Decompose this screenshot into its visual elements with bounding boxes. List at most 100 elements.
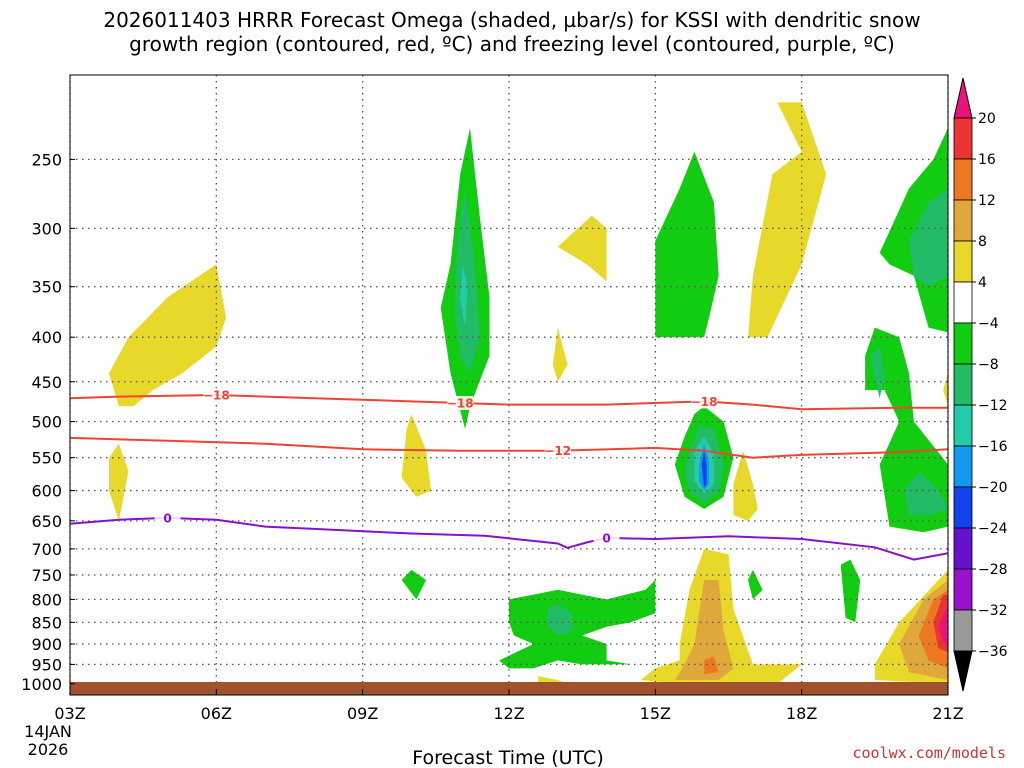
omega-region-7	[943, 373, 948, 407]
omega-region-25	[840, 559, 861, 623]
omega-region-3	[557, 215, 607, 282]
y-tick-label: 850	[31, 613, 62, 632]
omega-region-13	[704, 656, 719, 675]
x-date-year: 2026	[28, 740, 69, 759]
colorbar-swatch	[953, 158, 973, 201]
colorbar-label: −36	[978, 644, 1008, 660]
y-tick-label: 500	[31, 413, 62, 432]
contour-label: −12	[544, 444, 571, 458]
omega-region-16	[938, 604, 948, 644]
omega-region-0	[109, 264, 227, 407]
y-tick-label: 900	[31, 635, 62, 654]
chart-title-line-2: growth region (contoured, red, ºC) and f…	[129, 32, 895, 56]
y-tick-label: 600	[31, 482, 62, 501]
colorbar-swatch	[953, 240, 973, 283]
omega-region-28	[909, 188, 948, 287]
omega-region-30	[870, 346, 885, 399]
colorbar-swatch	[953, 199, 973, 242]
y-tick-label: 650	[31, 512, 62, 531]
contour-line-1	[70, 436, 948, 459]
omega-region-32	[460, 264, 468, 328]
y-tick-label: 350	[31, 278, 62, 297]
omega-region-11	[674, 580, 734, 680]
y-tick-label: 700	[31, 540, 62, 559]
colorbar-swatch	[953, 568, 973, 611]
x-tick-label: 09Z	[347, 704, 378, 723]
omega-region-18	[655, 151, 719, 338]
omega-region-5	[748, 102, 827, 338]
colorbar-label: −8	[978, 357, 999, 373]
contour-label-bg	[691, 394, 718, 409]
chart-title-line-1: 2026011403 HRRR Forecast Omega (shaded, …	[103, 8, 921, 32]
colorbar-swatch	[953, 527, 973, 570]
omega-region-31	[548, 604, 573, 636]
x-date-day: 14JAN	[24, 722, 72, 741]
contour-label-bg	[447, 396, 474, 411]
x-tick-label: 18Z	[786, 704, 817, 723]
x-axis-ticks: 03Z 06Z 09Z 12Z 15Z 18Z 21Z	[54, 689, 964, 723]
y-tick-label: 450	[31, 373, 62, 392]
contour-line-0	[70, 393, 948, 411]
y-tick-label: 400	[31, 328, 62, 347]
colorbar-label: −20	[978, 480, 1008, 496]
y-tick-label: 300	[31, 219, 62, 238]
colorbar-swatch	[953, 322, 973, 365]
y-tick-label: 250	[31, 150, 62, 169]
contour-label: −18	[203, 388, 230, 402]
x-tick-label: 12Z	[493, 704, 524, 723]
contour-label: −18	[691, 395, 718, 409]
contour-label-bg	[154, 510, 181, 525]
colorbar-label: 16	[978, 152, 996, 168]
temperature-contours: −18 −18 −18 −12 0 0	[70, 387, 948, 561]
omega-shading	[109, 102, 948, 682]
colorbar-swatch	[953, 445, 973, 488]
colorbar-label: −24	[978, 521, 1008, 537]
colorbar-label: −32	[978, 603, 1008, 619]
omega-region-4	[552, 327, 568, 382]
colorbar-label: −4	[978, 316, 999, 332]
x-tick-label: 15Z	[640, 704, 671, 723]
contour-line-2	[70, 516, 948, 561]
y-tick-label: 550	[31, 449, 62, 468]
y-axis-ticks: 250 300 350 400 450 500 550 600 650 700 750 800 850 9…	[21, 150, 75, 694]
colorbar-swatch	[953, 609, 973, 652]
x-tick-label: 03Z	[54, 704, 85, 723]
x-axis-label: Forecast Time (UTC)	[412, 747, 603, 768]
colorbar: 20 16 12 8 4 −4 −8 −12 −16 −20 −24 −28 −32 −36	[953, 77, 1008, 692]
omega-region-1	[109, 443, 129, 521]
colorbar-swatch	[953, 117, 973, 160]
grid-lines	[69, 75, 949, 695]
omega-region-26	[455, 188, 480, 374]
contour-label-bg	[203, 387, 230, 402]
omega-region-10	[538, 676, 563, 682]
omega-region-29	[904, 471, 948, 515]
colorbar-swatch	[953, 281, 973, 324]
colorbar-bottom-arrow	[953, 650, 973, 692]
colorbar-label: −12	[978, 398, 1008, 414]
colorbar-label: −16	[978, 439, 1008, 455]
ground-surface	[70, 682, 948, 695]
colorbar-label: 12	[978, 193, 996, 209]
x-tick-label: 06Z	[201, 704, 232, 723]
y-tick-label: 950	[31, 655, 62, 674]
colorbar-label: 4	[978, 275, 987, 291]
colorbar-label: 20	[978, 111, 996, 127]
x-tick-label: 21Z	[932, 704, 963, 723]
contour-label-bg	[544, 443, 571, 458]
colorbar-label: 8	[978, 234, 987, 250]
contour-label-bg	[593, 530, 620, 545]
colorbar-swatch	[953, 486, 973, 529]
omega-region-23	[499, 580, 656, 669]
contour-label: −18	[447, 397, 474, 411]
omega-region-35	[701, 450, 707, 488]
omega-region-22	[401, 569, 427, 600]
contour-label: 0	[602, 531, 610, 545]
credit-text: coolwx.com/models	[852, 744, 1006, 762]
y-tick-label: 1000	[21, 675, 62, 694]
omega-region-6	[733, 450, 758, 521]
colorbar-swatch	[953, 363, 973, 406]
y-tick-label: 750	[31, 566, 62, 585]
omega-region-2	[401, 414, 431, 497]
colorbar-swatch	[953, 404, 973, 447]
